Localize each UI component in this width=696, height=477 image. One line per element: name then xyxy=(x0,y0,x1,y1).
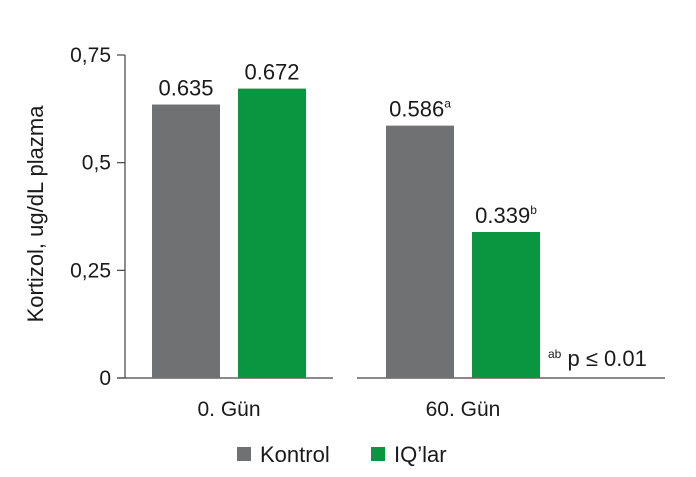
significance-note: ab p ≤ 0.01 xyxy=(548,338,647,371)
bar xyxy=(386,125,454,378)
legend-label: Kontrol xyxy=(260,442,330,467)
y-tick-label: 0,75 xyxy=(70,44,111,67)
bar xyxy=(238,88,306,378)
bar xyxy=(472,232,540,378)
legend-swatch xyxy=(371,447,385,461)
plot-area: 0 0,25 0,5 0,75 0.635 0.672 0. Gün 0.586a 0.339b… xyxy=(70,44,665,421)
y-tick-label: 0,25 xyxy=(70,259,111,282)
y-axis-label: Kortizol, ug/dL plazma xyxy=(23,105,48,323)
y-tick-label: 0 xyxy=(99,367,111,390)
data-label: 0.339b xyxy=(475,203,537,228)
x-category-label: 60. Gün xyxy=(426,398,501,421)
x-category-label: 0. Gün xyxy=(197,398,260,421)
y-tick-label: 0,5 xyxy=(82,152,111,175)
data-label: 0.586a xyxy=(389,97,451,122)
legend-swatch xyxy=(237,447,251,461)
legend-label: IQ’lar xyxy=(394,442,447,467)
significance-note-superscript: ab xyxy=(548,347,562,361)
data-label: 0.672 xyxy=(244,60,299,85)
data-label: 0.635 xyxy=(158,76,213,101)
bar xyxy=(152,104,220,378)
legend: Kontrol IQ’lar xyxy=(237,442,447,467)
significance-note-text: p ≤ 0.01 xyxy=(567,346,646,371)
